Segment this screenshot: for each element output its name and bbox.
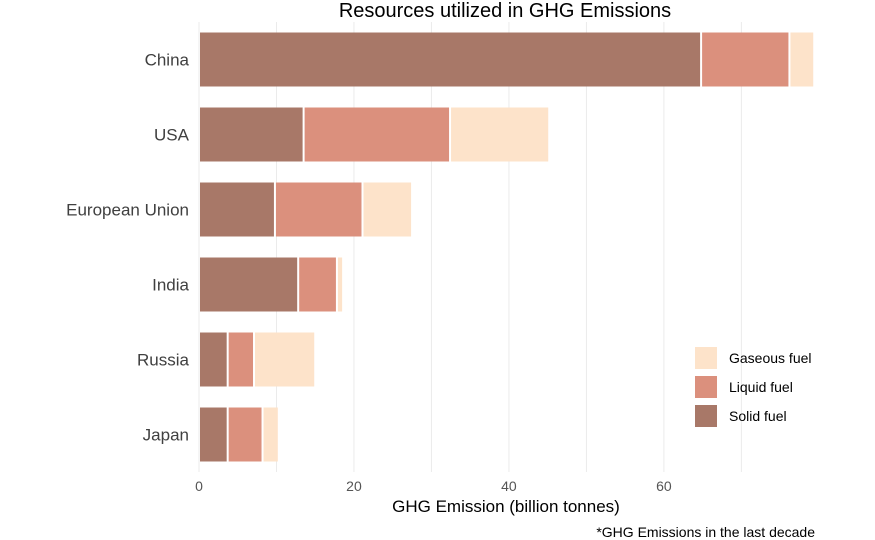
category-label: China [145,51,190,70]
category-label: India [152,276,189,295]
category-label: Russia [137,351,190,370]
category-label: European Union [66,201,189,220]
bar-segment [263,407,278,462]
bar-segment [200,107,303,162]
bar-segment [228,332,254,387]
grid [198,22,742,472]
bar-segment [200,32,701,87]
x-tick-label: 60 [656,478,672,494]
legend: Gaseous fuel Liquid fuel Solid fuel [695,347,812,427]
bar-segment [255,332,315,387]
legend-label: Solid fuel [729,408,787,424]
x-tick-label: 40 [501,478,517,494]
caption: *GHG Emissions in the last decade [596,524,815,540]
bar-segment [702,32,789,87]
bar-segment [200,332,227,387]
bar-segment [200,182,274,237]
bar-segment [299,257,336,312]
category-label: Japan [143,426,189,445]
x-tick-labels: 0 20 40 60 [195,478,672,494]
legend-key [695,376,717,398]
bar-segment [200,407,227,462]
bar-segment [337,257,343,312]
legend-key [695,347,717,369]
legend-key [695,405,717,427]
bar-segment [363,182,412,237]
x-tick-label: 0 [195,478,203,494]
bar-segment [451,107,549,162]
bars [200,32,814,462]
bar-segment [304,107,450,162]
x-tick-label: 20 [346,478,362,494]
bar-segment [228,407,262,462]
chart-title: Resources utilized in GHG Emissions [339,0,671,22]
x-axis-title: GHG Emission (billion tonnes) [392,497,620,516]
legend-label: Gaseous fuel [729,350,812,366]
category-label: USA [154,126,190,145]
bar-segment [275,182,362,237]
bar-segment [790,32,814,87]
category-labels: China USA European Union India Russia Japan [66,51,190,445]
bar-segment [200,257,298,312]
legend-label: Liquid fuel [729,379,793,395]
